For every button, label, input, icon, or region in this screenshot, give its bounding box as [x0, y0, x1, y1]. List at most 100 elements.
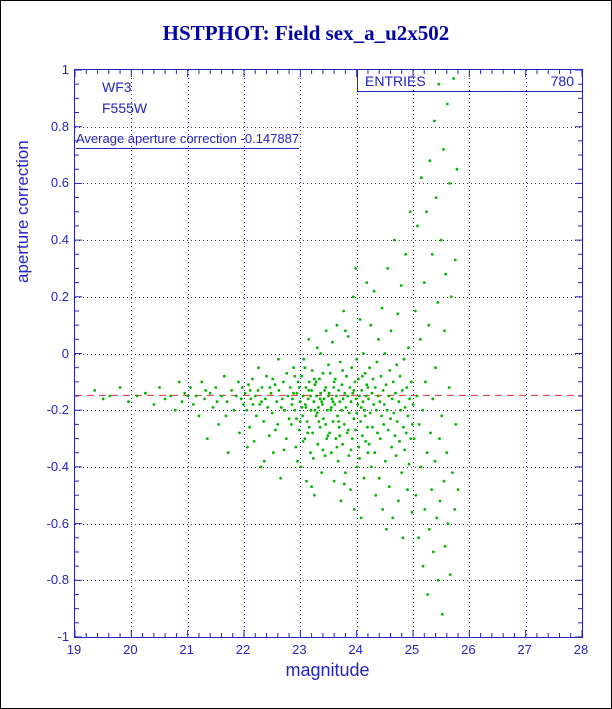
plot-area: ENTRIES 780 WF3 F555W Average aperture c…	[74, 69, 583, 638]
data-point	[208, 391, 212, 395]
data-point	[407, 462, 411, 466]
data-point	[300, 374, 303, 378]
x-tick-label: 21	[179, 642, 194, 657]
data-point	[320, 400, 324, 404]
data-point	[378, 437, 382, 440]
data-point	[238, 431, 241, 435]
data-point	[396, 312, 400, 316]
data-point	[455, 167, 459, 171]
data-point	[398, 440, 401, 443]
data-point	[394, 454, 398, 457]
data-point	[409, 380, 413, 384]
y-tick-label: -0.4	[46, 458, 69, 474]
data-point	[144, 391, 147, 395]
data-point	[331, 340, 334, 344]
data-point	[314, 380, 318, 384]
data-point	[290, 403, 294, 406]
data-point	[301, 414, 304, 418]
y-tick-label: 0.4	[50, 232, 69, 248]
data-point	[344, 471, 347, 474]
data-point	[158, 386, 161, 389]
data-point	[262, 420, 266, 423]
data-point	[320, 403, 324, 406]
data-point	[293, 374, 297, 378]
data-point	[318, 397, 322, 401]
data-point	[397, 400, 401, 404]
average-correction-label: Average aperture correction -0.147887	[76, 131, 300, 149]
data-point	[245, 408, 249, 412]
data-point	[354, 397, 358, 401]
data-point	[342, 482, 346, 486]
data-point	[304, 386, 308, 389]
data-point	[279, 476, 282, 480]
data-point	[361, 400, 365, 404]
data-point	[424, 380, 427, 384]
data-point	[392, 411, 396, 415]
data-point	[437, 82, 441, 86]
data-point	[421, 564, 425, 568]
data-point	[416, 224, 419, 228]
data-point	[242, 403, 245, 406]
data-point	[375, 360, 379, 364]
data-point	[323, 389, 326, 392]
data-point	[358, 318, 362, 321]
y-tick-label: 0.6	[50, 175, 69, 191]
data-point	[373, 451, 377, 455]
data-point	[366, 386, 370, 389]
data-point	[389, 417, 392, 421]
data-point	[321, 371, 325, 375]
data-point	[429, 431, 432, 435]
data-point	[330, 397, 334, 401]
data-point	[326, 408, 329, 412]
data-point	[412, 437, 416, 440]
data-point	[430, 252, 434, 256]
data-point	[211, 406, 215, 409]
data-point	[332, 479, 336, 483]
data-point	[431, 397, 435, 401]
data-point	[382, 423, 386, 426]
data-point	[246, 445, 249, 449]
data-point	[385, 408, 389, 412]
data-point	[352, 417, 356, 421]
data-point	[329, 408, 333, 412]
data-point	[276, 423, 280, 426]
data-point	[258, 403, 262, 406]
data-point	[363, 408, 366, 412]
data-point	[395, 420, 399, 423]
data-point	[304, 406, 308, 409]
data-point	[331, 400, 335, 404]
data-point	[442, 479, 446, 483]
data-point	[349, 488, 352, 491]
data-point	[169, 394, 173, 398]
data-point	[270, 411, 274, 415]
data-point	[344, 406, 348, 409]
data-point	[344, 329, 347, 333]
data-point	[367, 442, 371, 446]
data-point	[421, 408, 424, 412]
x-tick-label: 27	[517, 642, 532, 657]
data-point	[436, 301, 440, 304]
data-point	[240, 386, 244, 389]
data-point	[237, 380, 240, 384]
data-point	[350, 366, 353, 370]
data-point	[446, 102, 449, 106]
data-point	[383, 352, 387, 355]
data-point	[336, 459, 340, 463]
data-point	[251, 377, 254, 381]
data-point	[319, 391, 322, 395]
data-point	[369, 465, 373, 469]
data-point	[376, 431, 379, 435]
data-point	[448, 182, 451, 185]
data-point	[306, 431, 310, 435]
data-point	[313, 493, 316, 497]
data-point	[393, 238, 396, 242]
x-tick-label: 19	[66, 642, 82, 657]
data-point	[411, 423, 414, 426]
data-point	[390, 445, 393, 449]
data-point	[301, 394, 305, 398]
data-point	[382, 403, 386, 406]
data-point	[440, 612, 444, 616]
data-point	[337, 425, 341, 429]
data-point	[295, 391, 299, 395]
data-point	[393, 434, 397, 438]
